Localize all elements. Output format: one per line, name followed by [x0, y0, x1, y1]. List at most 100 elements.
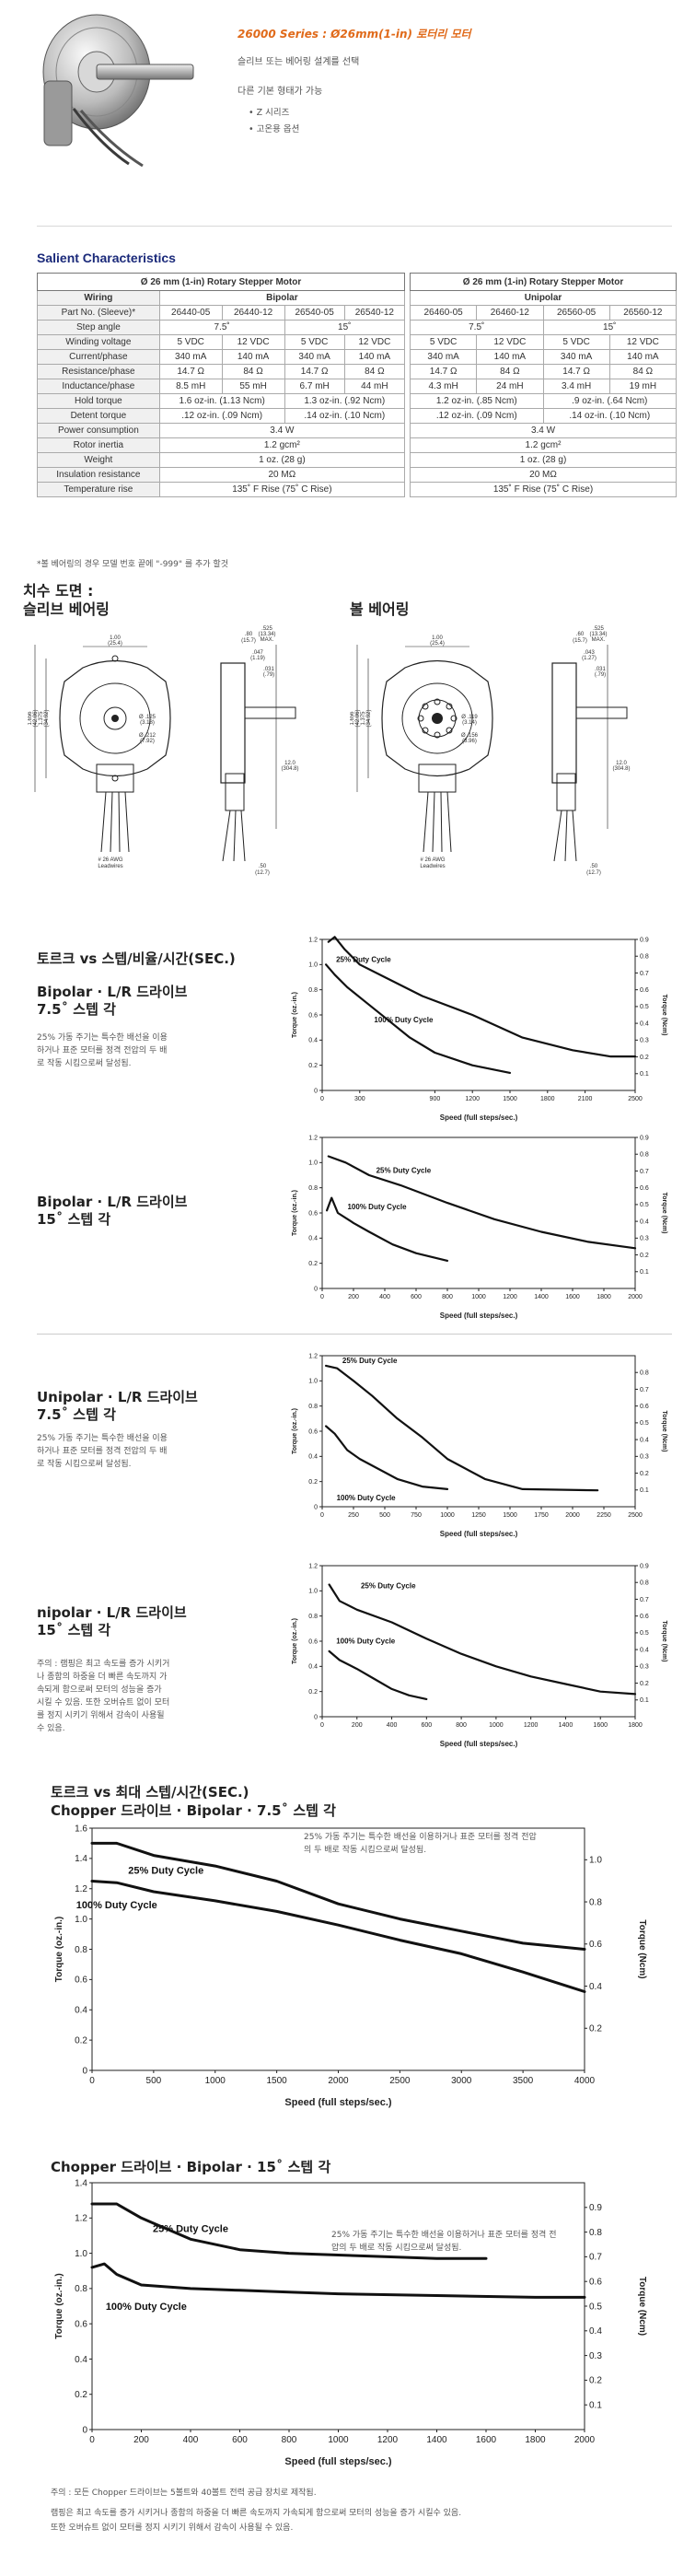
spec-value: 26440-05 [158, 305, 223, 321]
series-line-100-duty [328, 1649, 428, 1700]
chart1-description: 25% 가동 주기는 특수한 배선을 이용하거나 표준 모터를 정격 전압의 두… [37, 1033, 168, 1068]
spec-value: .12 oz-in. (.09 Ncm) [410, 408, 544, 424]
spec-label: Part No. (Sleeve)* [37, 305, 160, 321]
spec-value: 135˚ F Rise (75˚ C Rise) [158, 482, 406, 497]
x-tick-label: 300 [354, 1096, 365, 1102]
y-tick-label: 0 [314, 1088, 318, 1094]
series-label: 25% Duty Cycle [153, 2224, 228, 2235]
x-axis-label: Speed (full steps/sec.) [284, 2097, 391, 2108]
chart3-description: 25% 가동 주기는 특수한 배선을 이용하거나 표준 모터를 정격 전압의 두… [37, 1434, 168, 1469]
y2-axis-label: Torque (Ncm) [637, 2277, 647, 2336]
spec-value: 26440-12 [221, 305, 285, 321]
series-label: 25% Duty Cycle [342, 1357, 398, 1365]
y-tick-label: 0.8 [75, 1945, 87, 1955]
chart2-heading-line1: Bipolar · L/R 드라이브 [37, 1194, 188, 1210]
spec-value: 84 Ω [343, 364, 406, 379]
y-tick-label: 1.4 [75, 2178, 87, 2188]
spec-row: 14.7 Ω 84 Ω 14.7 Ω 84 Ω [409, 364, 678, 379]
unipolar-table-caption: Ø 26 mm (1-in) Rotary Stepper Motor [410, 273, 677, 291]
series-line-100-duty [325, 1425, 449, 1490]
y-axis-label: Torque (oz.-in.) [292, 1618, 298, 1664]
bullet-high-temp: 고온용 옵션 [249, 122, 300, 134]
x-tick-label: 1000 [328, 2435, 349, 2445]
spec-label: Wiring [37, 290, 160, 306]
x-tick-label: 1400 [559, 1722, 573, 1729]
series-line-25-duty [90, 2202, 488, 2260]
y2-tick-label: 0.3 [640, 1236, 649, 1242]
spec-value: .9 oz-in. (.64 Ncm) [542, 393, 677, 409]
chart4-heading: nipolar · L/R 드라이브 15˚ 스텝 각 [37, 1604, 221, 1639]
y-axis-label: Torque (oz.-in.) [54, 2273, 64, 2338]
x-tick-label: 2500 [389, 2076, 411, 2086]
header-line-2: 다른 기본 형태가 가능 [237, 87, 323, 97]
dimension-label: 1.375 [39, 711, 44, 726]
x-tick-label: 3000 [451, 2076, 472, 2086]
spec-row: Hold torque 1.6 oz-in. (1.13 Ncm) 1.3 oz-i… [37, 393, 406, 409]
chart3-heading: Unipolar · L/R 드라이브 7.5˚ 스텝 각 [37, 1389, 221, 1424]
ball-bearing-note: *볼 베어링의 경우 모델 번호 끝에 "-999" 를 추가 할것 [37, 560, 228, 569]
y-tick-label: 0.2 [308, 1261, 318, 1267]
spec-value: 14.7 Ω [409, 364, 478, 379]
spec-value: 84 Ω [476, 364, 544, 379]
y2-tick-label: 0.7 [640, 1387, 649, 1393]
x-tick-label: 1200 [377, 2435, 399, 2445]
x-tick-label: 0 [320, 1096, 324, 1102]
dimension-label: Ø .125 [139, 715, 156, 720]
x-axis-label: Speed (full steps/sec.) [284, 2456, 391, 2467]
y-axis-label: Torque (oz.-in.) [292, 1408, 298, 1454]
y-tick-label: 0.6 [75, 1976, 87, 1986]
y2-tick-label: 0.2 [589, 2376, 602, 2386]
section2-title: 토르크 vs 최대 스텝/시간(SEC.) [51, 1784, 249, 1801]
dimension-label: # 26 AWG [420, 857, 445, 863]
y-tick-label: 1.0 [308, 1379, 318, 1385]
ramping-note: 주의 : 램핑은 최고 속도를 증가 시키거나 종함의 하중을 더 빠른 속도까… [37, 1660, 170, 1733]
dimension-label: 1.00 [432, 635, 443, 641]
y2-tick-label: 0.2 [640, 1055, 649, 1061]
spec-row: 4.3 mH 24 mH 3.4 mH 19 mH [409, 379, 678, 394]
dimension-label: (13.34) [258, 632, 275, 637]
x-tick-label: 1200 [465, 1096, 480, 1102]
series-line-25-duty [325, 1364, 599, 1492]
spec-value: 5 VDC [409, 334, 478, 350]
spec-value: 8.5 mH [158, 379, 223, 394]
x-tick-label: 400 [183, 2435, 199, 2445]
y-tick-label: 0.4 [75, 2006, 87, 2016]
dimension-label: MAX. [261, 637, 274, 643]
chart4-heading-line1: nipolar · L/R 드라이브 [37, 1604, 187, 1621]
y-tick-label: 1.0 [308, 962, 318, 969]
x-tick-label: 600 [232, 2435, 248, 2445]
dimension-label: .80 [245, 632, 253, 637]
x-tick-label: 1500 [503, 1512, 517, 1519]
y-tick-label: 0 [314, 1714, 318, 1720]
ball-bearing-label: 볼 베어링 [350, 600, 410, 618]
series-label: 25% Duty Cycle [376, 1166, 432, 1174]
spec-value: 1.2 gcm² [410, 437, 677, 453]
y-tick-label: 0 [314, 1286, 318, 1292]
dimension-label: (3.18) [140, 720, 155, 726]
spec-value: 84 Ω [608, 364, 678, 379]
x-tick-label: 0 [320, 1722, 324, 1729]
y-tick-label: 0.6 [308, 1210, 318, 1217]
spec-value: 26540-05 [284, 305, 345, 321]
y-tick-label: 1.0 [308, 1160, 318, 1167]
x-tick-label: 1800 [540, 1096, 555, 1102]
dimension-label: (25.4) [108, 641, 122, 647]
spec-value: 6.7 mH [284, 379, 345, 394]
series-label: 25% Duty Cycle [336, 956, 391, 964]
dimension-label: (25.4) [430, 641, 445, 647]
chart6-description: 25% 가동 주기는 특수한 배선을 이용하거나 표준 모터를 정격 전압의 두… [331, 2231, 557, 2253]
series-line-25-duty [328, 1583, 637, 1696]
y-tick-label: 1.2 [308, 937, 318, 943]
series-label: 25% Duty Cycle [128, 1865, 203, 1876]
section1-title: 토르크 vs 스텝/비율/시간(SEC.) [37, 950, 236, 967]
spec-value: 1.2 oz-in. (.85 Ncm) [410, 393, 544, 409]
y-tick-label: 0.8 [308, 1404, 318, 1410]
y-tick-label: 0.2 [75, 2390, 87, 2400]
dimension-label: Ø .119 [461, 715, 478, 720]
y2-tick-label: 0.2 [589, 2024, 602, 2034]
spec-value: .14 oz-in. (.10 Ncm) [542, 408, 677, 424]
y2-tick-label: 0.5 [640, 1420, 649, 1427]
x-tick-label: 1000 [205, 2076, 226, 2086]
y-tick-label: 0.6 [308, 1012, 318, 1019]
x-tick-label: 2250 [597, 1512, 611, 1519]
